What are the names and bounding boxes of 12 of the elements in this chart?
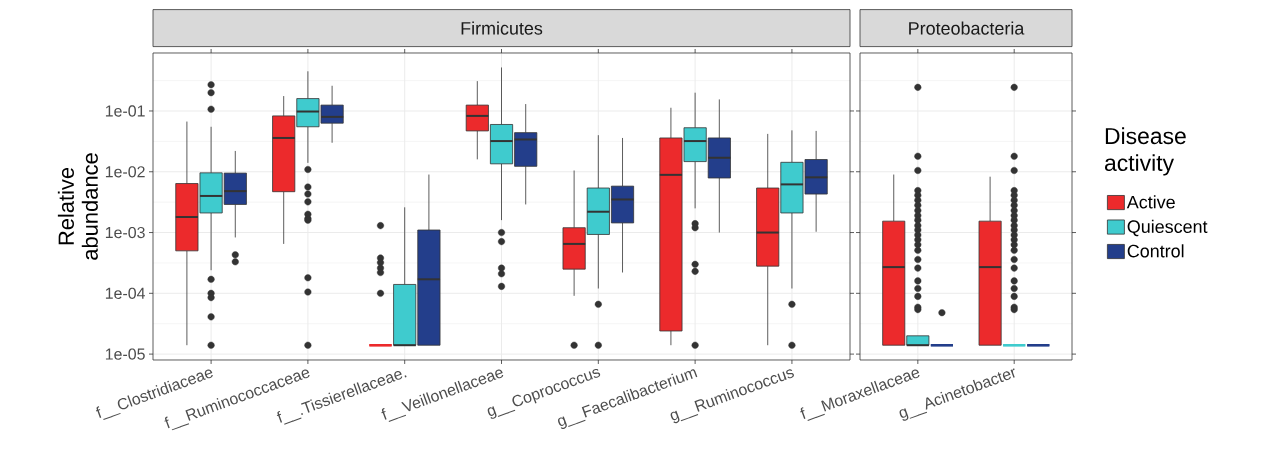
legend-label: Quiescent <box>1127 219 1208 237</box>
legend-label: Control <box>1127 244 1184 258</box>
chart-title: Firmicutes <box>461 21 543 35</box>
y-axis-title: Relative abundance <box>57 153 98 260</box>
y-tick-label: 1e-02 <box>105 166 145 178</box>
y-tick-label: 1e-04 <box>105 287 146 299</box>
y-tick-label: 1e-03 <box>105 226 145 239</box>
y-tick-label: 1e-05 <box>105 348 145 360</box>
legend-title: Disease activity <box>1104 127 1186 176</box>
legend-label: Active <box>1126 195 1175 209</box>
chart-title: Proteobacteria <box>909 21 1025 35</box>
y-tick-label: 1e-01 <box>105 105 145 117</box>
